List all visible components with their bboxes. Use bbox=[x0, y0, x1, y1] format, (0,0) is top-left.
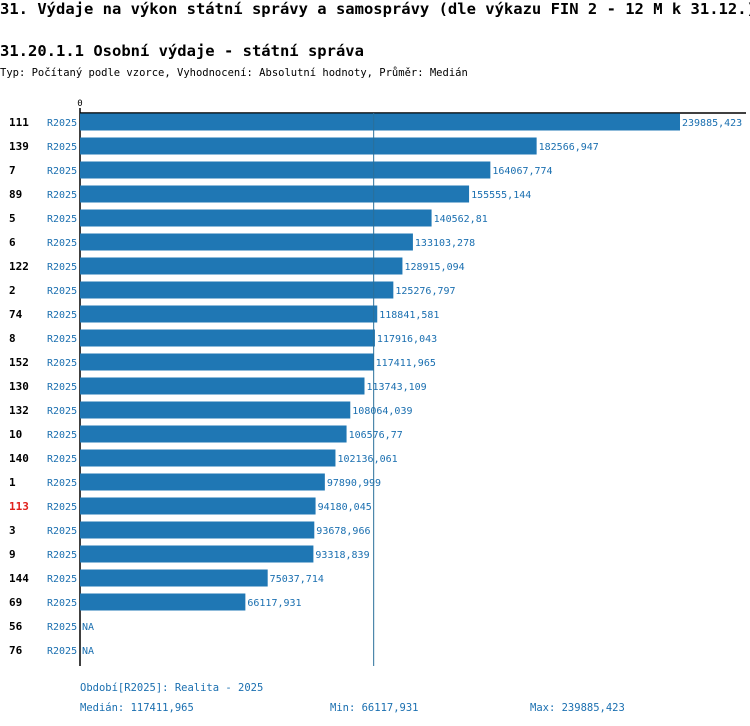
row-id-label: 5 bbox=[9, 212, 16, 225]
row-id-label: 6 bbox=[9, 236, 16, 249]
bar-value-label: 102136,061 bbox=[337, 454, 397, 465]
row-period-label: R2025 bbox=[47, 502, 77, 513]
row-period-label: R2025 bbox=[47, 262, 77, 273]
bar-value-label: 125276,797 bbox=[395, 286, 455, 297]
footer-min: Min: 66117,931 bbox=[330, 702, 419, 714]
bar-value-label: 93678,966 bbox=[316, 526, 370, 537]
row-period-label: R2025 bbox=[47, 622, 77, 633]
bar-value-label: 75037,714 bbox=[270, 574, 324, 585]
row-period-label: R2025 bbox=[47, 454, 77, 465]
bar bbox=[80, 593, 246, 611]
row-period-label: R2025 bbox=[47, 406, 77, 417]
bar bbox=[80, 569, 268, 587]
bar bbox=[80, 497, 316, 515]
bar bbox=[80, 281, 394, 299]
bar-value-label: NA bbox=[82, 646, 94, 657]
bar-value-label: 164067,774 bbox=[492, 166, 552, 177]
row-period-label: R2025 bbox=[47, 478, 77, 489]
bar-value-label: 118841,581 bbox=[379, 310, 439, 321]
row-id-label: 111 bbox=[9, 116, 29, 129]
row-id-label: 3 bbox=[9, 524, 16, 537]
row-period-label: R2025 bbox=[47, 550, 77, 561]
row-id-label: 132 bbox=[9, 404, 29, 417]
bar-value-label: NA bbox=[82, 622, 94, 633]
row-id-label: 144 bbox=[9, 572, 29, 585]
row-period-label: R2025 bbox=[47, 166, 77, 177]
bar bbox=[80, 329, 375, 347]
row-id-label: 9 bbox=[9, 548, 16, 561]
row-period-label: R2025 bbox=[47, 286, 77, 297]
row-id-label: 113 bbox=[9, 500, 29, 513]
bar-value-label: 239885,423 bbox=[682, 118, 742, 129]
row-period-label: R2025 bbox=[47, 142, 77, 153]
row-id-label: 89 bbox=[9, 188, 22, 201]
bar-value-label: 97890,999 bbox=[327, 478, 381, 489]
row-id-label: 122 bbox=[9, 260, 29, 273]
bar-value-label: 133103,278 bbox=[415, 238, 475, 249]
bar-value-label: 113743,109 bbox=[366, 382, 426, 393]
bar bbox=[80, 401, 351, 419]
bar-value-label: 108064,039 bbox=[352, 406, 412, 417]
row-id-label: 74 bbox=[9, 308, 23, 321]
bar-value-label: 155555,144 bbox=[471, 190, 531, 201]
row-period-label: R2025 bbox=[47, 358, 77, 369]
bar-value-label: 140562,81 bbox=[434, 214, 488, 225]
chart-type-description: Typ: Počítaný podle vzorce, Vyhodnocení:… bbox=[0, 67, 468, 79]
chart-subtitle: 31.20.1.1 Osobní výdaje - státní správa bbox=[0, 42, 364, 60]
footer-max: Max: 239885,423 bbox=[530, 702, 625, 714]
bar bbox=[80, 353, 374, 371]
bar-value-label: 66117,931 bbox=[247, 598, 301, 609]
bar bbox=[80, 113, 680, 131]
row-period-label: R2025 bbox=[47, 334, 77, 345]
row-id-label: 152 bbox=[9, 356, 29, 369]
bar bbox=[80, 257, 403, 275]
row-id-label: 8 bbox=[9, 332, 16, 345]
page-title: 31. Výdaje na výkon státní správy a samo… bbox=[0, 0, 750, 18]
row-id-label: 76 bbox=[9, 644, 23, 657]
bar-value-label: 106576,77 bbox=[349, 430, 403, 441]
bar-value-label: 182566,947 bbox=[539, 142, 599, 153]
row-period-label: R2025 bbox=[47, 214, 77, 225]
bar bbox=[80, 449, 336, 467]
row-period-label: R2025 bbox=[47, 238, 77, 249]
row-id-label: 56 bbox=[9, 620, 23, 633]
bar bbox=[80, 305, 378, 323]
bar bbox=[80, 545, 314, 563]
row-period-label: R2025 bbox=[47, 310, 77, 321]
bar bbox=[80, 425, 347, 443]
row-id-label: 130 bbox=[9, 380, 29, 393]
row-period-label: R2025 bbox=[47, 646, 77, 657]
bar-value-label: 94180,045 bbox=[318, 502, 372, 513]
bar bbox=[80, 473, 325, 491]
bar-value-label: 128915,094 bbox=[404, 262, 464, 273]
row-period-label: R2025 bbox=[47, 190, 77, 201]
row-period-label: R2025 bbox=[47, 526, 77, 537]
row-id-label: 7 bbox=[9, 164, 16, 177]
row-period-label: R2025 bbox=[47, 598, 77, 609]
bar bbox=[80, 185, 470, 203]
axis-zero-label: 0 bbox=[77, 99, 82, 109]
bar bbox=[80, 161, 491, 179]
row-period-label: R2025 bbox=[47, 118, 77, 129]
bar bbox=[80, 137, 537, 155]
bar-value-label: 117916,043 bbox=[377, 334, 437, 345]
row-id-label: 139 bbox=[9, 140, 29, 153]
row-period-label: R2025 bbox=[47, 430, 77, 441]
bar-value-label: 93318,839 bbox=[315, 550, 369, 561]
row-period-label: R2025 bbox=[47, 574, 77, 585]
bar bbox=[80, 233, 413, 251]
row-id-label: 10 bbox=[9, 428, 22, 441]
row-id-label: 1 bbox=[9, 476, 16, 489]
footer-median: Medián: 117411,965 bbox=[80, 702, 194, 714]
row-period-label: R2025 bbox=[47, 382, 77, 393]
bar-value-label: 117411,965 bbox=[376, 358, 436, 369]
row-id-label: 140 bbox=[9, 452, 29, 465]
row-id-label: 69 bbox=[9, 596, 22, 609]
bar bbox=[80, 209, 432, 227]
row-id-label: 2 bbox=[9, 284, 16, 297]
bar bbox=[80, 521, 315, 539]
footer-period: Období[R2025]: Realita - 2025 bbox=[80, 682, 264, 694]
bar bbox=[80, 377, 365, 395]
